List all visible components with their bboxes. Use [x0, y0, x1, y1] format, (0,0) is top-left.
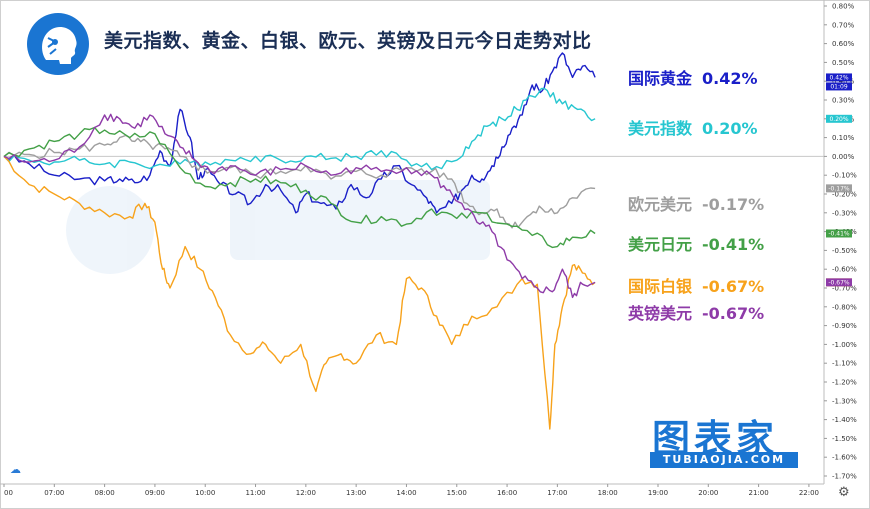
watermark-domain: TUBIAOJIA.COM [650, 452, 798, 468]
price-tag-gold [826, 73, 852, 82]
x-tick-label: 14:00 [396, 489, 416, 497]
legend-name: 美元日元 [628, 235, 693, 254]
x-tick-label: 21:00 [749, 489, 769, 497]
legend-item-silver: 国际白银 -0.67% [628, 273, 764, 297]
y-tick-label: -1.60% [832, 454, 857, 462]
time-tag [826, 82, 852, 91]
legend-value: 0.42% [702, 69, 758, 88]
y-tick-label: 0.50% [832, 59, 855, 67]
settings-gear-icon[interactable]: ⚙ [838, 485, 850, 500]
x-tick-label: 09:00 [145, 489, 165, 497]
x-tick-label: 17:00 [547, 489, 567, 497]
chart-logo-icon[interactable]: ☁ [10, 463, 21, 476]
y-tick-label: 0.40% [832, 78, 855, 86]
price-tag-label: 0.20% [829, 116, 848, 123]
x-tick-label: 11:00 [245, 489, 265, 497]
y-tick-label: 0.00% [832, 153, 855, 161]
price-tag-usdjpy [826, 229, 852, 238]
series-line-dxy[interactable] [3, 87, 596, 171]
price-tag-eurusd [826, 184, 852, 193]
legend-name: 欧元美元 [628, 195, 693, 214]
y-tick-label: -0.50% [832, 247, 857, 255]
y-tick-label: 0.30% [832, 97, 855, 105]
x-tick-label: 18:00 [598, 489, 618, 497]
legend-value: 0.20% [702, 119, 758, 138]
legend-item-dxy: 美元指数 0.20% [628, 115, 758, 139]
price-tag-dxy [826, 114, 852, 123]
chart-title: 美元指数、黄金、白银、欧元、英镑及日元今日走势对比 [104, 30, 592, 52]
y-tick-label: -1.50% [832, 435, 857, 443]
y-tick-label: -1.70% [832, 473, 857, 481]
y-tick-label: -1.40% [832, 416, 857, 424]
legend-item-gold: 国际黄金 0.42% [628, 65, 758, 89]
legend-name: 美元指数 [628, 119, 693, 138]
y-tick-label: -0.80% [832, 303, 857, 311]
y-tick-label: -0.60% [832, 266, 857, 274]
y-tick-label: -1.30% [832, 397, 857, 405]
legend-value: -0.41% [702, 235, 765, 254]
x-tick-label: 10:00 [195, 489, 215, 497]
x-tick-label: 15:00 [447, 489, 467, 497]
y-tick-label: -1.10% [832, 360, 857, 368]
y-tick-label: -0.20% [832, 191, 857, 199]
series-line-gbpusd[interactable] [3, 113, 596, 299]
price-tag-gbpusd [826, 278, 852, 287]
y-tick-label: -1.00% [832, 341, 857, 349]
x-tick-label: 00 [4, 489, 13, 497]
legend-name: 国际白银 [628, 277, 693, 296]
y-tick-label: -0.30% [832, 209, 857, 217]
y-tick-label: -0.90% [832, 322, 857, 330]
legend-item-eurusd: 欧元美元 -0.17% [628, 191, 764, 215]
legend-name: 国际黄金 [628, 69, 693, 88]
price-tag-label: -0.17% [828, 185, 850, 192]
legend-value: -0.67% [702, 277, 765, 296]
x-tick-label: 19:00 [648, 489, 668, 497]
legend-item-usdjpy: 美元日元 -0.41% [628, 231, 764, 255]
price-tag-label: -0.67% [828, 279, 850, 286]
x-tick-label: 13:00 [346, 489, 366, 497]
x-tick-label: 16:00 [497, 489, 517, 497]
x-tick-label: 22:00 [799, 489, 819, 497]
legend-name: 英镑美元 [628, 304, 693, 323]
x-tick-label: 12:00 [296, 489, 316, 497]
y-tick-label: -1.20% [832, 379, 857, 387]
y-tick-label: 0.70% [832, 21, 855, 29]
legend-value: -0.67% [702, 304, 765, 323]
y-tick-label: 0.60% [832, 40, 855, 48]
y-tick-label: -0.70% [832, 285, 857, 293]
time-tag-label: 01:09 [830, 83, 847, 90]
legend-value: -0.17% [702, 195, 765, 214]
y-tick-label: 0.80% [832, 3, 855, 11]
series-line-usdjpy[interactable] [3, 126, 596, 249]
watermark-logo-icon [66, 180, 490, 274]
y-tick-label: -0.10% [832, 172, 857, 180]
x-tick-label: 07:00 [44, 489, 64, 497]
x-tick-label: 08:00 [95, 489, 115, 497]
price-tag-label: 0.42% [829, 74, 848, 81]
legend-item-gbpusd: 英镑美元 -0.67% [628, 300, 764, 324]
brand-logo-icon [27, 13, 89, 75]
price-tag-label: -0.41% [828, 230, 850, 237]
x-tick-label: 20:00 [698, 489, 718, 497]
y-tick-label: 0.10% [832, 134, 855, 142]
